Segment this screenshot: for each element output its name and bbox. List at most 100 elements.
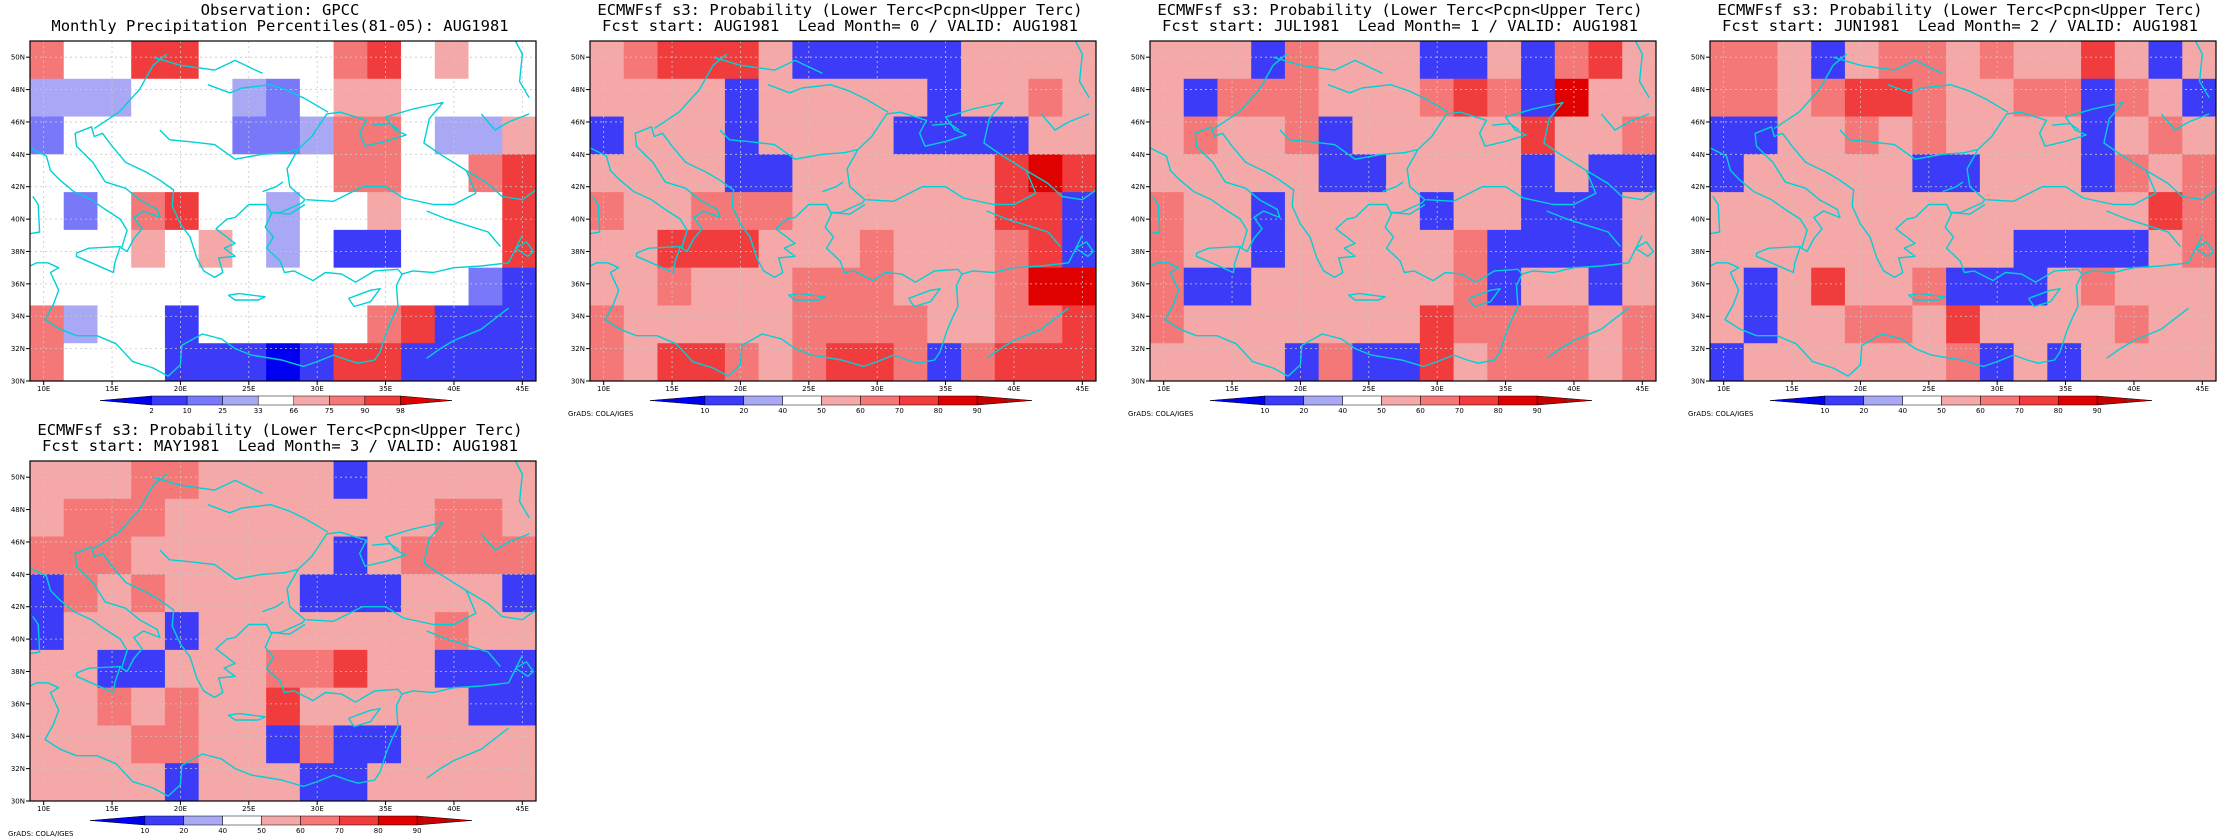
- precip-map: 10E 15E 20E 25E 30E 35E 40E 45E 30N 32N 34N 36N 38N 4…: [11, 40, 537, 415]
- grid-cell: [63, 229, 99, 269]
- grid-cell: [198, 763, 233, 801]
- grid-cell: [2013, 116, 2048, 155]
- grid-cell: [1554, 154, 1590, 193]
- grid-cell: [2114, 267, 2150, 307]
- grid-cell: [367, 229, 402, 269]
- grid-cell: [198, 343, 233, 381]
- grid-cell: [2081, 305, 2116, 344]
- coastline: [1887, 83, 2009, 113]
- grid-cell: [1062, 78, 1096, 118]
- grid-cell: [30, 343, 65, 381]
- grid-cell: [1318, 267, 1353, 307]
- grid-cell: [1352, 229, 1387, 269]
- grid-cell: [30, 612, 65, 651]
- grid-cell: [266, 574, 301, 613]
- panel-subtitle: Fcst start: AUG1981 Lead Month= 0 / VALI…: [602, 17, 1078, 35]
- legend-label: 33: [254, 407, 263, 415]
- legend-swatch: [261, 815, 301, 826]
- grid-cell: [1844, 78, 1880, 118]
- grid-cell: [1844, 267, 1880, 307]
- coastline: [635, 245, 682, 274]
- legend-label: 60: [296, 827, 305, 835]
- grid-cell: [198, 41, 233, 80]
- grid-cell: [623, 78, 659, 118]
- grads-credit: GrADS: COLA/IGES: [568, 410, 634, 418]
- grid-cell: [333, 305, 368, 344]
- grid-cell: [468, 612, 503, 651]
- legend-swatch: [782, 395, 822, 406]
- grid-cell: [401, 574, 436, 613]
- grid-cell: [502, 305, 536, 344]
- grid-cell: [502, 78, 536, 118]
- coastline: [1773, 53, 1848, 129]
- coastline: [262, 601, 284, 613]
- grid-cell: [468, 498, 503, 538]
- grid-cell: [502, 461, 536, 500]
- grid-cell: [266, 725, 301, 764]
- panel-subtitle: Fcst start: JUN1981 Lead Month= 2 / VALI…: [1722, 17, 2198, 35]
- grid-cell: [961, 116, 996, 155]
- grid-cell: [1251, 78, 1286, 118]
- grid-cell: [1521, 267, 1556, 307]
- legend-swatch: [1342, 395, 1382, 406]
- grid-cell: [1811, 116, 1846, 155]
- grid-cell: [1028, 229, 1063, 269]
- grid-cell: [367, 536, 402, 575]
- grid-cell: [367, 78, 402, 118]
- coastline: [653, 53, 728, 129]
- grid-cell: [623, 305, 659, 344]
- grid-cell: [691, 229, 726, 269]
- x-tick-label: 20E: [174, 385, 187, 393]
- y-tick-label: 30N: [11, 798, 25, 806]
- legend-label: 2: [149, 407, 153, 415]
- grid-cell: [2047, 192, 2082, 231]
- grid-cell: [333, 498, 368, 538]
- grid-cell: [2081, 41, 2116, 80]
- grid-cell: [266, 649, 301, 689]
- panel-forecast-lead1: ECMWFsf s3: Probability (Lower Terc<Pcpn…: [1120, 0, 1680, 420]
- grid-cell: [1710, 267, 1745, 307]
- grid-cell: [2114, 116, 2150, 155]
- grid-cell: [30, 305, 65, 344]
- legend-swatch: [339, 815, 379, 826]
- grid-cell: [1487, 116, 1522, 155]
- grid-cell: [623, 229, 659, 269]
- legend-label: 50: [817, 407, 826, 415]
- grid-cell: [401, 725, 436, 764]
- grid-cell: [893, 116, 928, 155]
- grid-cell: [1284, 78, 1320, 118]
- coastline: [590, 203, 963, 377]
- grid-cell: [758, 116, 793, 155]
- coastline: [348, 288, 381, 308]
- x-tick-label: 35E: [1499, 385, 1512, 393]
- x-tick-label: 45E: [1076, 385, 1089, 393]
- grid-cell: [1453, 192, 1488, 231]
- grid-cell: [1878, 78, 1913, 118]
- grid-cell: [1844, 154, 1880, 193]
- grid-cell: [1150, 267, 1185, 307]
- y-tick-label: 30N: [1131, 378, 1145, 386]
- x-tick-label: 45E: [516, 805, 529, 813]
- grid-cell: [590, 229, 625, 269]
- grid-cell: [198, 461, 233, 500]
- x-tick-label: 40E: [1567, 385, 1580, 393]
- coastline: [590, 0, 757, 2]
- legend-swatch: [1941, 395, 1981, 406]
- grid-cell: [893, 41, 928, 80]
- x-tick-label: 10E: [597, 385, 610, 393]
- x-tick-label: 40E: [447, 805, 460, 813]
- x-tick-label: 20E: [734, 385, 747, 393]
- coastline: [227, 292, 266, 301]
- legend-swatch: [1209, 395, 1266, 406]
- y-tick-label: 36N: [1131, 280, 1145, 288]
- coastline: [426, 210, 501, 248]
- grid-cell: [2114, 78, 2150, 118]
- grid-cell: [401, 687, 436, 727]
- grid-cell: [468, 649, 503, 689]
- y-tick-label: 44N: [11, 571, 25, 579]
- grid-cell: [1487, 192, 1522, 231]
- grid-cell: [434, 267, 470, 307]
- grid-cell: [590, 41, 625, 80]
- legend-swatch: [649, 395, 706, 406]
- grid-cell: [131, 116, 166, 155]
